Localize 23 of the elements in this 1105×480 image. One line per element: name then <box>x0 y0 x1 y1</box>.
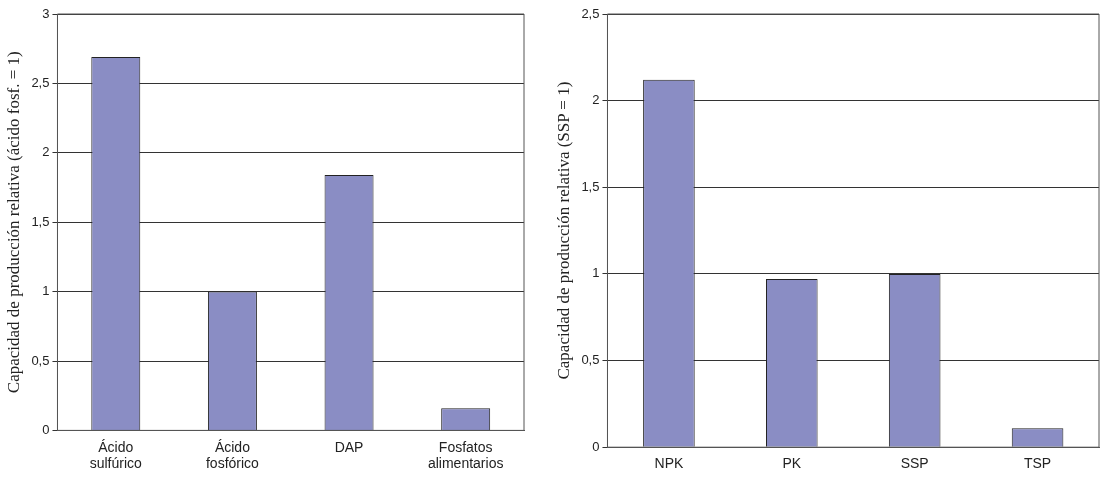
y-tick-label: 0 <box>592 438 600 454</box>
y-axis-title: Capacidad de producción relativa (ácido fosf. = 1) <box>3 51 23 394</box>
x-tick-label: Fosfatos alimentarios <box>427 438 504 472</box>
x-tick-label: PK <box>782 455 802 472</box>
y-axis-title: Capacidad de producción relativa (SSP = 1) <box>553 81 573 380</box>
x-tick-label: DAP <box>334 438 364 455</box>
x-tick-label: Ácido fosfórico <box>205 438 260 472</box>
y-tick-label: 1,5 <box>31 213 50 229</box>
y-tick-label: 1 <box>592 265 600 281</box>
y-tick-label: 2,5 <box>581 5 600 21</box>
y-tick-label: 1 <box>42 283 50 299</box>
x-tick-label: NPK <box>654 455 684 472</box>
y-tick-label: 1,5 <box>581 178 600 194</box>
y-tick-label: 0 <box>42 421 50 437</box>
y-tick-label: 2 <box>592 92 600 108</box>
y-tick-label: 2 <box>42 144 50 160</box>
y-tick-label: 0,5 <box>31 352 50 368</box>
y-tick-label: 2,5 <box>31 74 50 90</box>
y-tick-label: 0,5 <box>581 352 600 368</box>
x-tick-label: SSP <box>900 455 929 472</box>
y-tick-label: 3 <box>42 5 50 21</box>
x-tick-label: Ácido sulfúrico <box>89 438 143 472</box>
x-tick-label: TSP <box>1023 455 1052 472</box>
